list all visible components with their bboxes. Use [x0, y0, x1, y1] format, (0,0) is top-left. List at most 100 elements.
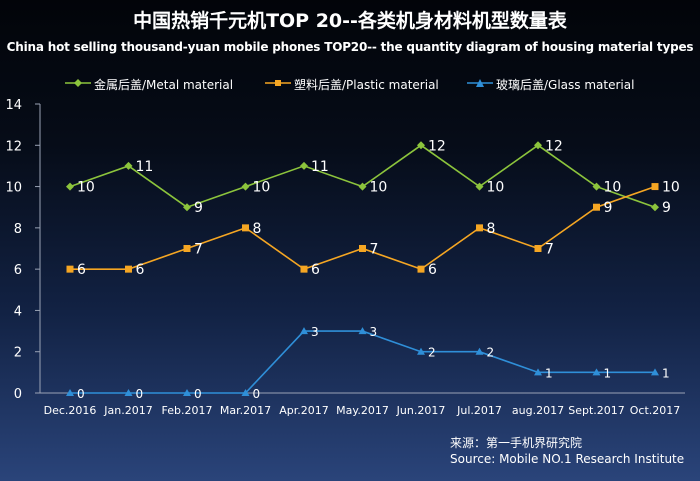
data-label-metal-4: 11 [311, 159, 329, 175]
x-tick-label-9: Sept.2017 [568, 404, 625, 417]
data-point-glass-10 [651, 368, 659, 376]
y-tick-label-4: 4 [14, 304, 22, 319]
legend-label-glass: 玻璃后盖/Glass material [496, 78, 635, 92]
data-label-plastic-2: 7 [194, 242, 203, 258]
x-tick-label-6: Jun.2017 [396, 404, 446, 417]
data-label-glass-4: 3 [311, 325, 319, 339]
data-label-plastic-3: 8 [253, 221, 262, 237]
data-label-glass-1: 0 [136, 387, 144, 401]
legend-marker-plastic [265, 80, 291, 86]
data-label-plastic-4: 6 [311, 262, 320, 278]
data-label-metal-1: 11 [136, 159, 154, 175]
data-point-plastic-7 [476, 224, 483, 232]
data-point-metal-2 [183, 203, 191, 212]
chart-subtitle: China hot selling thousand-yuan mobile p… [6, 40, 694, 54]
source-note: 来源：第一手机界研究院 Source: Mobile NO.1 Research… [450, 435, 684, 467]
legend-label-plastic: 塑料后盖/Plastic material [294, 78, 439, 92]
data-label-glass-3: 0 [253, 387, 261, 401]
data-point-glass-7 [475, 347, 484, 355]
data-point-metal-1 [124, 161, 133, 170]
data-point-metal-8 [534, 141, 542, 150]
data-point-metal-9 [592, 182, 601, 191]
data-point-glass-8 [534, 368, 542, 376]
data-point-glass-0 [66, 389, 74, 396]
data-label-plastic-5: 7 [370, 242, 379, 258]
data-point-plastic-8 [534, 245, 542, 252]
x-tick-label-5: May.2017 [336, 404, 389, 417]
data-label-plastic-8: 7 [545, 242, 554, 258]
data-label-metal-10: 9 [662, 200, 671, 216]
data-point-glass-1 [124, 389, 133, 396]
data-point-metal-7 [475, 182, 484, 191]
data-label-plastic-6: 6 [428, 262, 437, 278]
data-label-metal-3: 10 [253, 180, 271, 196]
legend-label-metal: 金属后盖/Metal material [94, 78, 234, 92]
chart-title: 中国热销千元机TOP 20--各类机身材料机型数量表 [133, 10, 567, 32]
data-point-metal-6 [417, 141, 425, 150]
data-label-glass-7: 2 [487, 346, 495, 360]
source-line-en: Source: Mobile NO.1 Research Institute [450, 452, 685, 466]
x-tick-label-3: Mar.2017 [220, 404, 271, 417]
data-label-plastic-10: 10 [662, 180, 680, 196]
data-point-glass-6 [417, 347, 425, 355]
legend-marker-metal [65, 79, 91, 87]
series-line-glass [70, 330, 655, 394]
y-tick-label-0: 0 [14, 387, 22, 402]
data-point-metal-4 [300, 161, 308, 170]
y-tick-label-6: 6 [14, 263, 22, 278]
y-tick-label-8: 8 [14, 222, 22, 237]
data-label-glass-9: 1 [604, 366, 612, 380]
data-point-metal-10 [651, 203, 659, 212]
data-label-glass-5: 3 [370, 325, 378, 339]
x-tick-label-2: Feb.2017 [162, 404, 213, 417]
data-point-glass-9 [592, 368, 601, 376]
series-line-plastic [70, 185, 656, 271]
data-point-plastic-1 [125, 265, 132, 273]
y-tick-label-10: 10 [5, 181, 22, 196]
data-point-metal-5 [358, 182, 367, 191]
data-label-glass-2: 0 [194, 387, 202, 401]
data-label-plastic-9: 9 [604, 200, 613, 216]
data-label-plastic-0: 6 [77, 262, 86, 278]
x-tick-label-10: Oct.2017 [630, 404, 681, 417]
data-label-metal-7: 10 [487, 180, 505, 196]
x-axis-ticks: Dec.2016 Jan.2017 Feb.2017 Mar.2017 Apr.2017… [44, 404, 681, 417]
data-label-glass-10: 1 [662, 366, 670, 380]
data-label-plastic-1: 6 [136, 262, 145, 278]
data-label-metal-2: 9 [194, 200, 203, 216]
data-label-glass-0: 0 [77, 387, 85, 401]
data-point-plastic-9 [593, 203, 600, 211]
data-label-plastic-7: 8 [487, 221, 496, 237]
data-label-metal-9: 10 [604, 180, 622, 196]
source-line-cn: 来源：第一手机界研究院 [450, 436, 583, 450]
data-point-metal-3 [241, 182, 250, 191]
y-axis-ticks: 0 2 4 6 8 10 12 14 [5, 98, 40, 402]
data-point-plastic-4 [300, 265, 308, 273]
data-point-glass-4 [300, 327, 308, 335]
data-label-metal-0: 10 [77, 180, 95, 196]
data-point-glass-3 [241, 389, 250, 396]
data-point-glass-5 [358, 327, 367, 335]
data-point-metal-0 [66, 182, 74, 191]
data-label-glass-8: 1 [545, 366, 553, 380]
data-label-metal-6: 12 [428, 138, 446, 154]
y-tick-label-12: 12 [5, 139, 22, 154]
data-point-plastic-10 [651, 183, 659, 191]
y-tick-label-14: 14 [5, 98, 22, 113]
data-point-plastic-2 [183, 245, 191, 252]
legend-marker-glass [467, 79, 493, 87]
data-label-glass-6: 2 [428, 346, 436, 360]
data-point-plastic-0 [66, 265, 74, 273]
x-tick-label-8: aug.2017 [512, 404, 564, 417]
data-label-metal-5: 10 [370, 180, 388, 196]
series-line-metal [69, 144, 656, 209]
x-tick-label-4: Apr.2017 [279, 404, 329, 417]
data-point-plastic-6 [417, 265, 425, 273]
x-tick-label-0: Dec.2016 [44, 404, 97, 417]
data-point-glass-2 [183, 389, 191, 396]
x-tick-label-1: Jan.2017 [103, 404, 152, 417]
data-point-plastic-5 [359, 245, 366, 252]
